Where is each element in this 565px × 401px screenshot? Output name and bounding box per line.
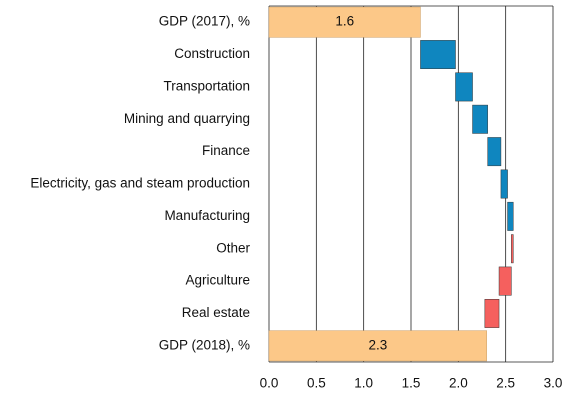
category-label: Real estate [182,305,250,320]
increase-bar [472,104,488,134]
category-label: Agriculture [185,273,250,288]
category-label: GDP (2018), % [159,337,250,352]
category-label: Mining and quarrying [124,111,250,126]
total-bar [268,6,421,38]
category-label: Finance [202,143,250,158]
x-tick-label: 0.0 [260,376,279,391]
increase-bar [507,201,514,231]
x-tick-label: 0.5 [307,376,326,391]
category-label: Transportation [163,78,250,93]
x-tick-label: 1.0 [354,376,373,391]
category-label: Electricity, gas and steam production [30,176,250,191]
total-bar [268,330,487,362]
increase-bar [500,169,508,199]
x-tick-label: 2.5 [496,376,515,391]
category-label: Other [216,240,250,255]
category-label: Manufacturing [164,208,250,223]
increase-bar [455,72,473,102]
decrease-bar [484,299,500,328]
x-tick-label: 1.5 [402,376,421,391]
x-tick-label: 3.0 [544,376,563,391]
increase-bar [420,40,456,69]
category-label: GDP (2017), % [159,14,250,29]
increase-bar [487,137,502,167]
decrease-bar [511,234,514,264]
decrease-bar [498,266,512,296]
value-label: 1.6 [335,14,354,29]
x-tick-label: 2.0 [449,376,468,391]
category-label: Construction [174,46,250,61]
value-label: 2.3 [368,337,387,352]
